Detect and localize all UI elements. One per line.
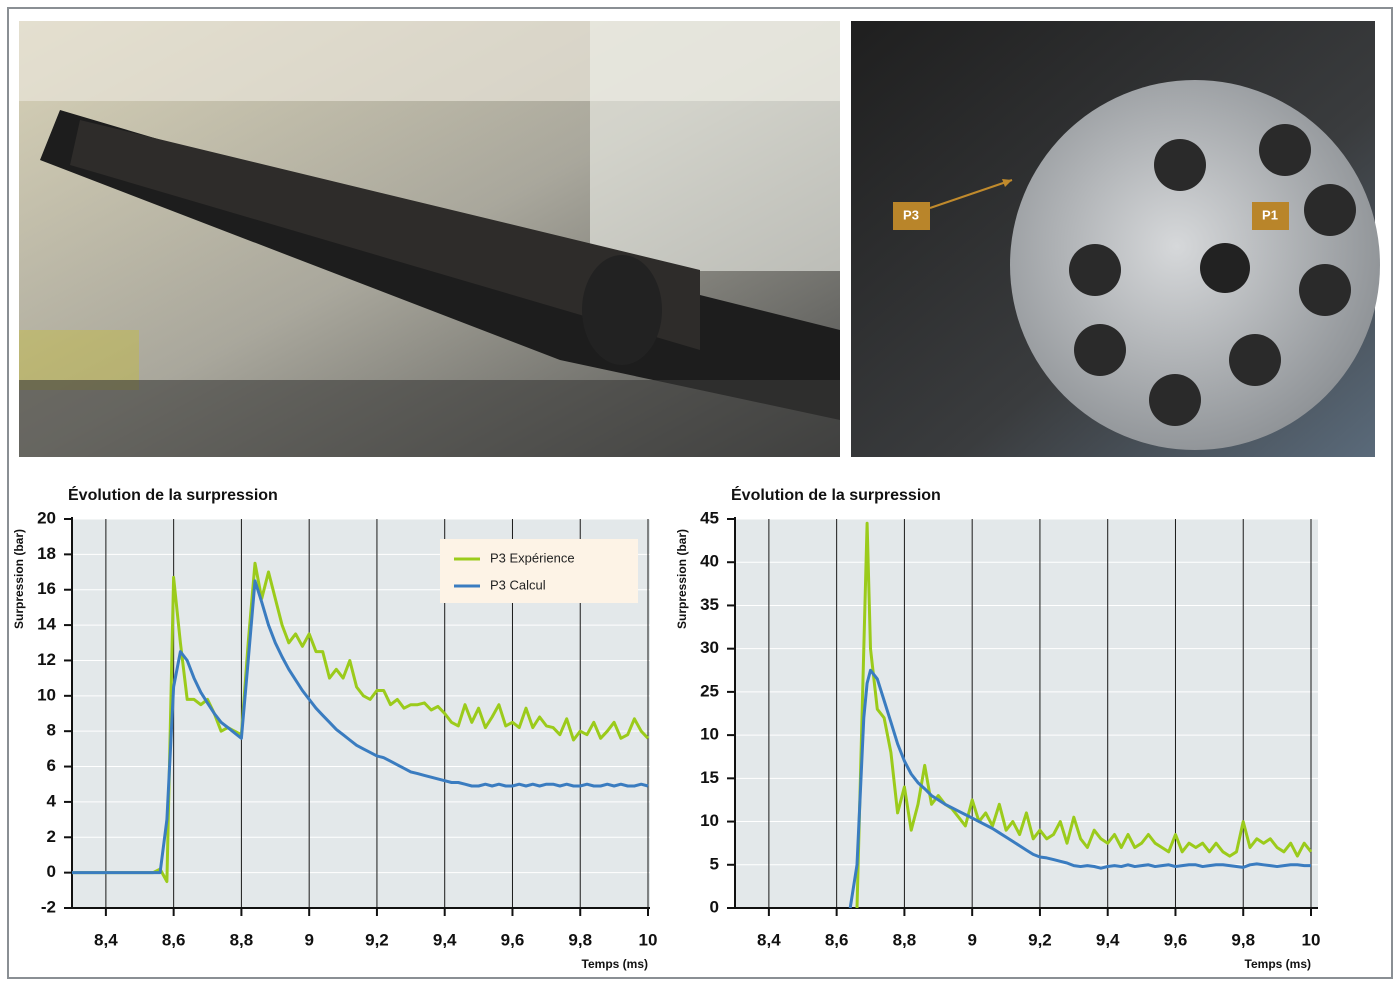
data-line [72, 561, 650, 883]
y-tick-label: 35 [700, 595, 719, 614]
y-tick-label: 10 [700, 811, 719, 830]
y-tick-label: 18 [37, 544, 56, 563]
y-tick-label: -2 [41, 897, 56, 916]
y-tick-label: 12 [37, 650, 56, 669]
y-axis-label: Surpression (bar) [675, 529, 689, 629]
x-axis-label: Temps (ms) [582, 957, 648, 971]
x-tick-label: 9,4 [1096, 930, 1120, 949]
y-tick-label: 25 [700, 681, 719, 700]
x-tick-label: 9 [304, 930, 313, 949]
y-axis-label: Surpression (bar) [12, 529, 26, 629]
tag-box [1252, 202, 1289, 230]
y-tick-label: 40 [700, 552, 719, 571]
x-tick-label: 10 [1302, 930, 1321, 949]
y-tick-label: 2 [47, 827, 56, 846]
x-tick-label: 8,6 [825, 930, 849, 949]
chart-title: Évolution de la surpression [68, 485, 278, 504]
x-tick-label: 10 [639, 930, 658, 949]
legend-label: P3 Expérience [490, 550, 575, 565]
y-tick-label: 5 [710, 854, 719, 873]
y-tick-label: 10 [700, 725, 719, 744]
y-tick-label: 15 [700, 768, 719, 787]
y-tick-label: 30 [700, 638, 719, 657]
x-tick-label: 8,4 [757, 930, 781, 949]
y-tick-label: 6 [47, 756, 56, 775]
x-tick-label: 9,2 [1028, 930, 1052, 949]
x-tick-label: 9,2 [365, 930, 389, 949]
chart-title: Évolution de la surpression [731, 485, 941, 504]
photo-flange [851, 21, 1380, 457]
y-tick-label: 4 [47, 791, 57, 810]
y-tick-label: 45 [700, 508, 719, 527]
x-tick-label: 9,6 [501, 930, 525, 949]
x-tick-label: 9,8 [568, 930, 592, 949]
data-line [848, 668, 1311, 909]
x-tick-label: 8,8 [230, 930, 254, 949]
data-line [72, 579, 649, 875]
y-tick-label: 0 [710, 897, 719, 916]
pointer-arrow [929, 179, 1013, 209]
x-tick-label: 9,4 [433, 930, 457, 949]
x-axis-label: Temps (ms) [1245, 957, 1311, 971]
tag-box [893, 202, 930, 230]
y-tick-label: 8 [47, 721, 56, 740]
x-tick-label: 8,4 [94, 930, 118, 949]
tag-label: P3 [903, 207, 919, 222]
photo-bench [19, 21, 840, 457]
y-tick-label: 16 [37, 579, 56, 598]
y-tick-label: 14 [37, 615, 56, 634]
y-tick-label: 10 [37, 685, 56, 704]
legend-label: P3 Calcul [490, 577, 546, 592]
x-tick-label: 9 [967, 930, 976, 949]
x-tick-label: 9,6 [1164, 930, 1188, 949]
x-tick-label: 8,8 [893, 930, 917, 949]
plot-background [735, 519, 1318, 908]
legend-box [440, 539, 638, 603]
x-tick-label: 9,8 [1231, 930, 1255, 949]
arrow-head [1002, 179, 1012, 187]
data-line [855, 521, 1313, 909]
tag-label: P1 [1262, 207, 1278, 222]
y-tick-label: 20 [37, 508, 56, 527]
x-tick-label: 8,6 [162, 930, 186, 949]
y-tick-label: 0 [47, 862, 56, 881]
